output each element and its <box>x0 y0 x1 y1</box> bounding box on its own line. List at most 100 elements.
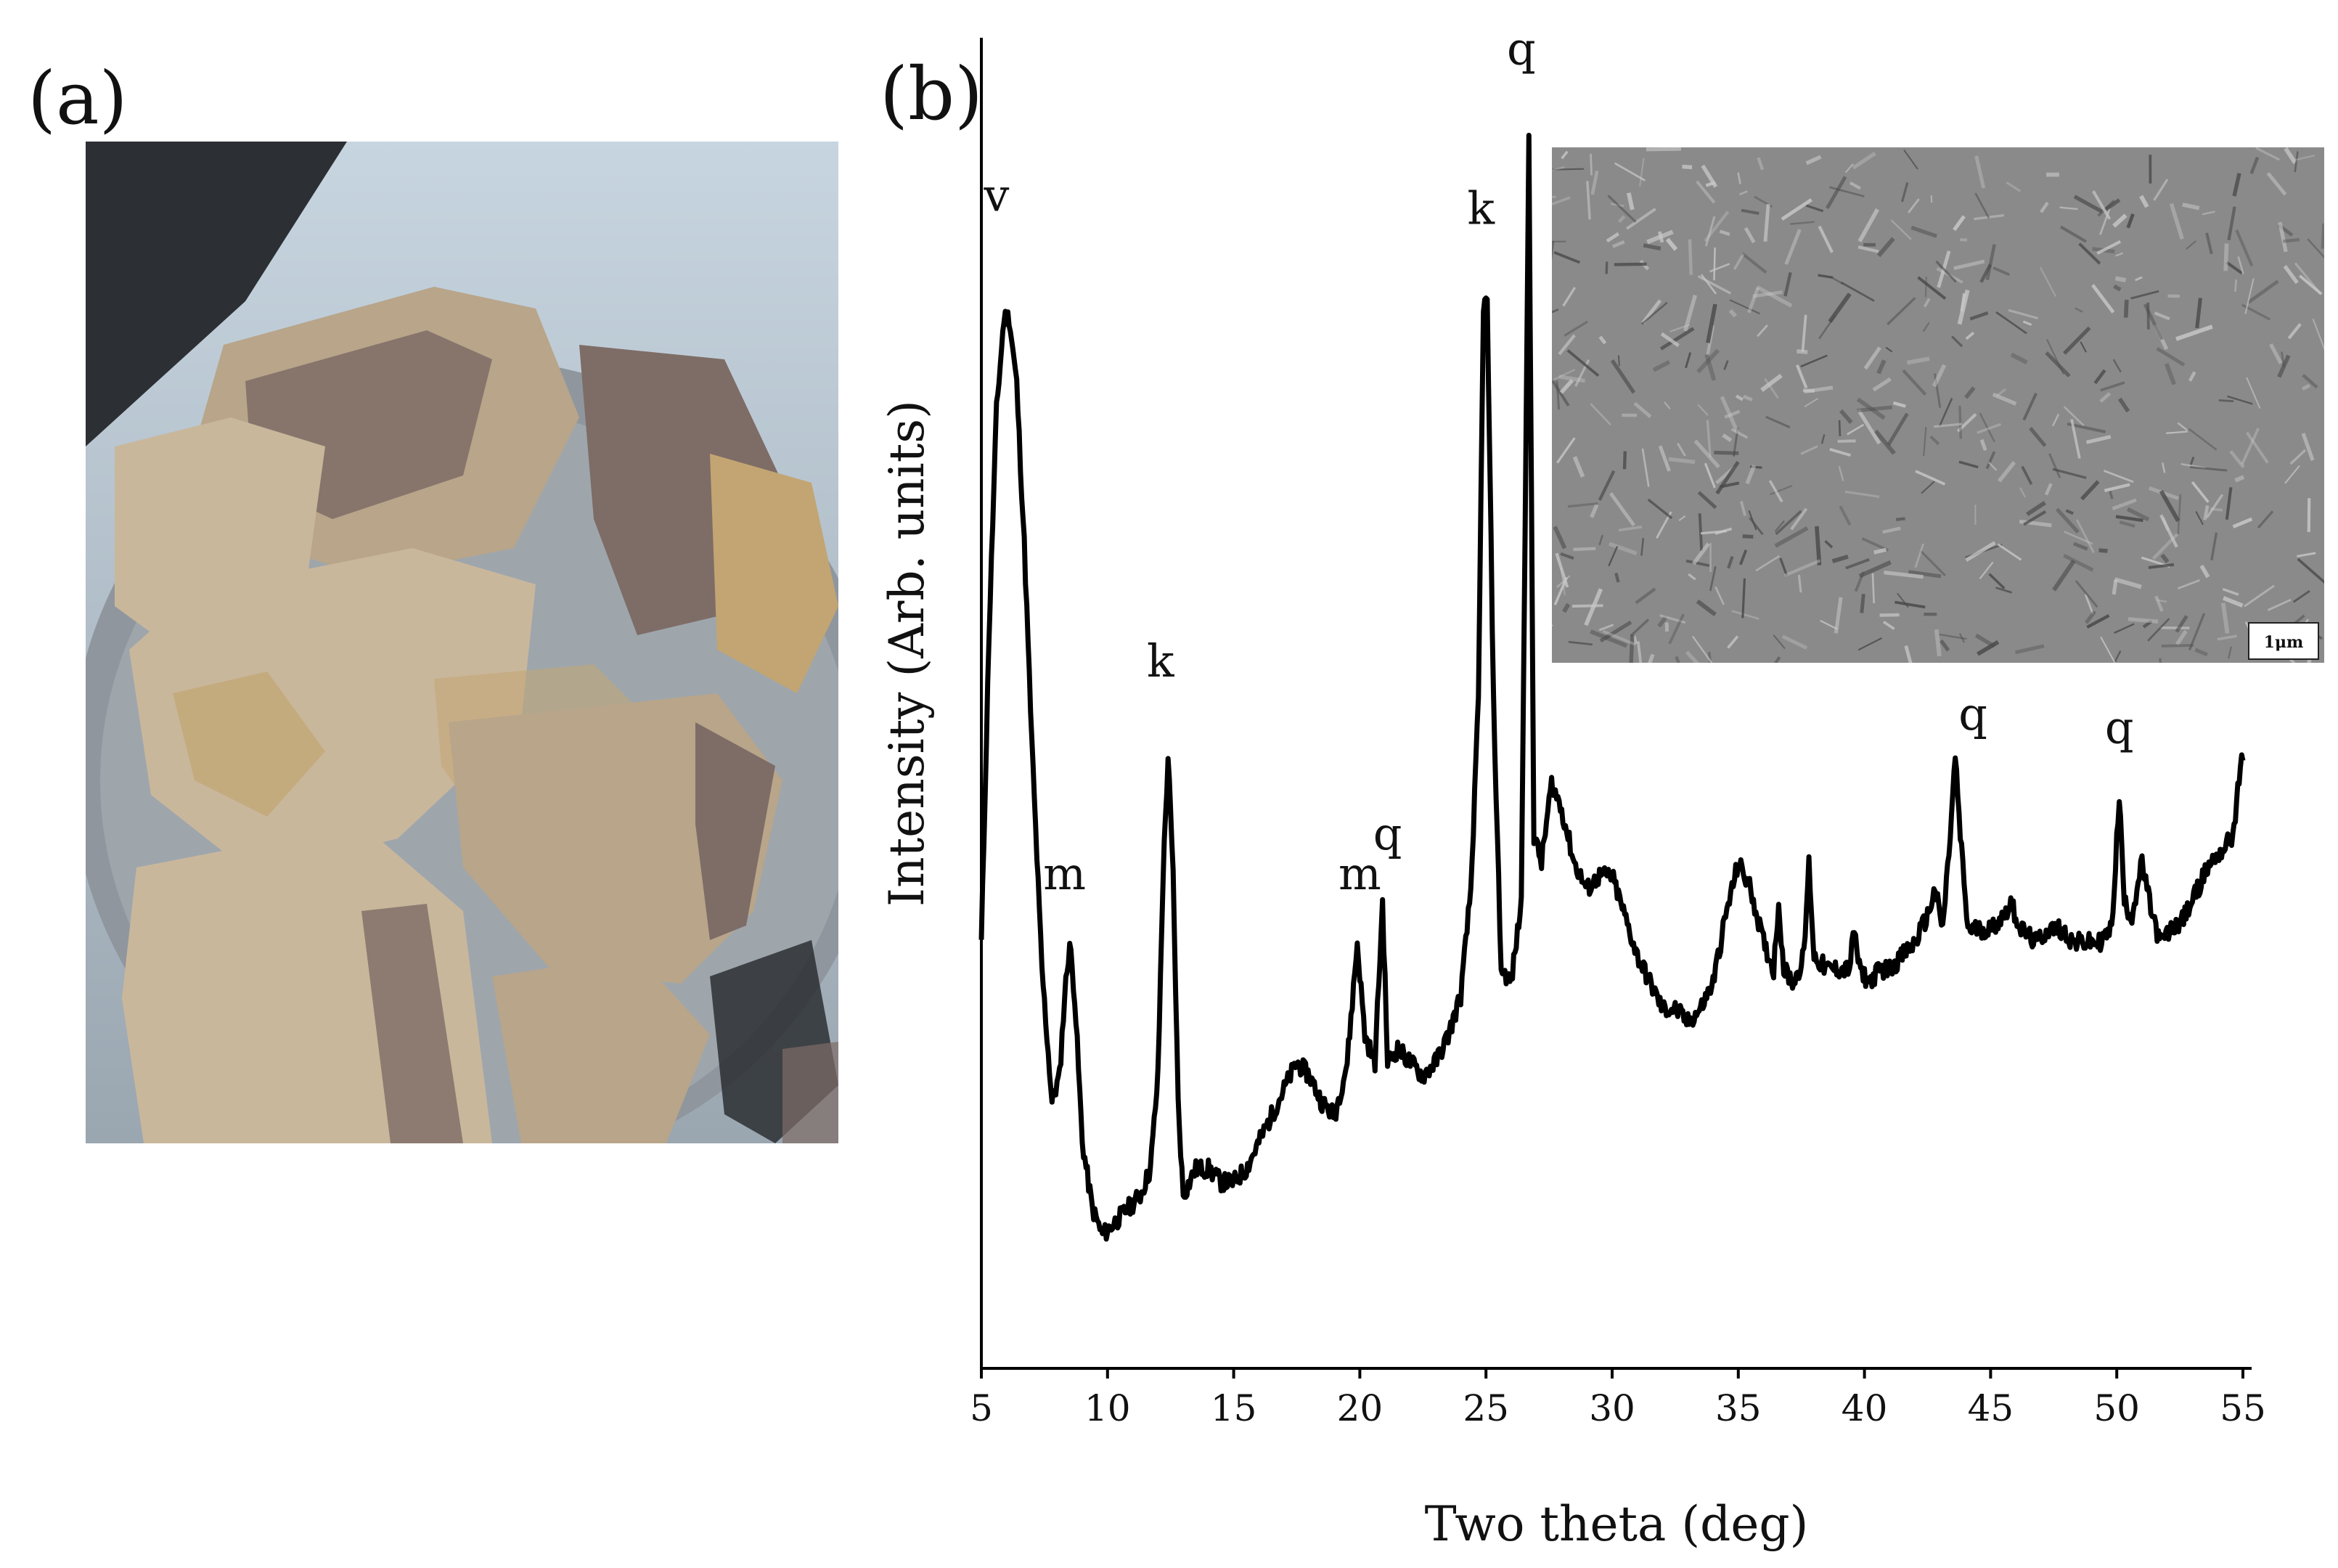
sem-flake <box>2175 324 2213 341</box>
sem-flake <box>1632 635 1638 645</box>
x-tick-label: 25 <box>1463 1387 1509 1429</box>
sem-flake <box>2159 490 2180 523</box>
sem-flake <box>1602 629 1637 646</box>
x-tick-label: 10 <box>1084 1387 1131 1429</box>
sem-flake <box>1752 290 1783 298</box>
sem-flake <box>1609 491 1635 526</box>
sem-flake <box>2292 589 2310 603</box>
rock-photo-illustration <box>86 142 838 1143</box>
sem-flake <box>1720 396 1740 434</box>
sem-flake <box>1668 457 1696 465</box>
sem-flake <box>2078 242 2101 265</box>
sem-flake <box>2281 351 2285 367</box>
x-tick-label: 20 <box>1337 1387 1383 1429</box>
sem-flake <box>1979 561 1994 580</box>
sem-flake <box>1757 157 1765 171</box>
sem-flake <box>2245 431 2269 464</box>
sem-flake <box>1657 616 1668 628</box>
sem-flake <box>1934 629 1942 657</box>
sem-flake <box>1633 401 1652 419</box>
sem-flake <box>1614 162 1646 181</box>
sem-flake <box>1920 550 1947 577</box>
panel-label-a: (a) <box>28 56 128 141</box>
sem-flake <box>2277 354 2291 378</box>
sem-flake <box>2199 564 2210 579</box>
sem-flake <box>1977 640 2000 656</box>
sem-flake <box>2166 430 2188 434</box>
sem-flake <box>1818 225 1834 253</box>
sem-flake <box>2113 284 2122 292</box>
sem-flake <box>1872 377 1892 392</box>
sem-flake <box>1800 354 1828 368</box>
sem-flake <box>1985 244 1996 280</box>
sem-flake <box>1997 543 2022 561</box>
sem-flake <box>1719 229 1730 236</box>
sem-flake <box>1586 181 1591 220</box>
sem-flake <box>1696 599 1717 616</box>
sem-flake <box>2130 290 2159 300</box>
sem-flake <box>2099 208 2111 235</box>
sem-flake <box>2175 629 2188 646</box>
sem-flake <box>2284 465 2300 484</box>
sem-flake <box>1659 327 1695 351</box>
sem-flake <box>2159 658 2162 663</box>
sem-flake <box>1768 480 1783 503</box>
sem-flake <box>1882 621 1895 630</box>
sem-flake <box>1705 181 1716 187</box>
sem-flake <box>2223 596 2244 608</box>
sem-flake <box>2188 613 2206 650</box>
sem-flake <box>1700 529 1727 535</box>
sem-flake <box>1774 520 1785 532</box>
sem-flake <box>1894 600 1926 609</box>
sem-flake <box>1685 559 1710 568</box>
sem-flake <box>1609 542 1638 555</box>
sem-flake <box>1820 434 1826 444</box>
sem-flake <box>2312 318 2324 351</box>
sem-flake <box>1914 543 1924 568</box>
sem-flake <box>2113 650 2122 663</box>
rock-bottom-center <box>492 955 710 1143</box>
sem-flake <box>1599 620 1632 643</box>
sem-flake <box>1857 637 1882 651</box>
sem-flake <box>1715 460 1740 495</box>
sem-flake <box>1988 573 2006 589</box>
sem-flake <box>2241 428 2260 465</box>
sem-flake <box>2080 480 2100 501</box>
sem-flake <box>2096 240 2122 255</box>
sem-flake <box>2289 449 2307 465</box>
sem-flake <box>1896 592 1909 608</box>
sem-flake <box>1979 264 1992 283</box>
sem-flake <box>2188 428 2218 451</box>
sem-flake <box>1639 158 1645 187</box>
sem-flake <box>2182 203 2200 211</box>
sem-flake <box>1552 309 1559 314</box>
sem-flake <box>2249 156 2260 174</box>
sem-flake <box>1693 439 1720 469</box>
sem-flake <box>1590 629 1628 648</box>
sem-flake <box>2010 352 2028 365</box>
sem-flake <box>1775 510 1802 536</box>
sem-flake <box>2297 552 2316 558</box>
sem-flake <box>1884 570 1924 579</box>
sem-flake <box>1730 428 1749 439</box>
sem-flake <box>1640 537 1645 556</box>
sem-flake <box>2232 173 2241 197</box>
sem-flake <box>1831 554 1849 563</box>
sem-flake <box>1735 394 1744 401</box>
sem-flake <box>1774 526 1809 548</box>
sem-flake <box>2098 548 2108 553</box>
sem-flake <box>1856 397 1886 420</box>
sem-flake <box>2294 262 2321 295</box>
sem-flake <box>2227 206 2236 241</box>
sem-flake <box>1658 445 1671 472</box>
sem-flake <box>1923 298 1931 308</box>
sem-flake <box>2019 519 2052 528</box>
sem-flake <box>2146 302 2150 330</box>
sem-flake <box>2072 542 2088 551</box>
sem-flake <box>2164 363 2177 385</box>
sem-flake <box>2154 311 2170 321</box>
sem-flake <box>1626 192 1635 211</box>
sem-flake <box>1765 415 1791 429</box>
sem-flake <box>1635 587 1656 605</box>
